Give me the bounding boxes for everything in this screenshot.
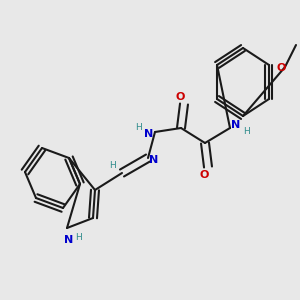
Text: N: N: [149, 155, 159, 165]
Text: N: N: [64, 235, 74, 245]
Text: H: H: [75, 232, 81, 242]
Text: H: H: [136, 124, 142, 133]
Text: H: H: [243, 128, 249, 136]
Text: O: O: [276, 63, 286, 73]
Text: H: H: [109, 160, 116, 169]
Text: O: O: [199, 170, 209, 180]
Text: O: O: [175, 92, 185, 102]
Text: N: N: [144, 129, 154, 139]
Text: N: N: [231, 120, 241, 130]
